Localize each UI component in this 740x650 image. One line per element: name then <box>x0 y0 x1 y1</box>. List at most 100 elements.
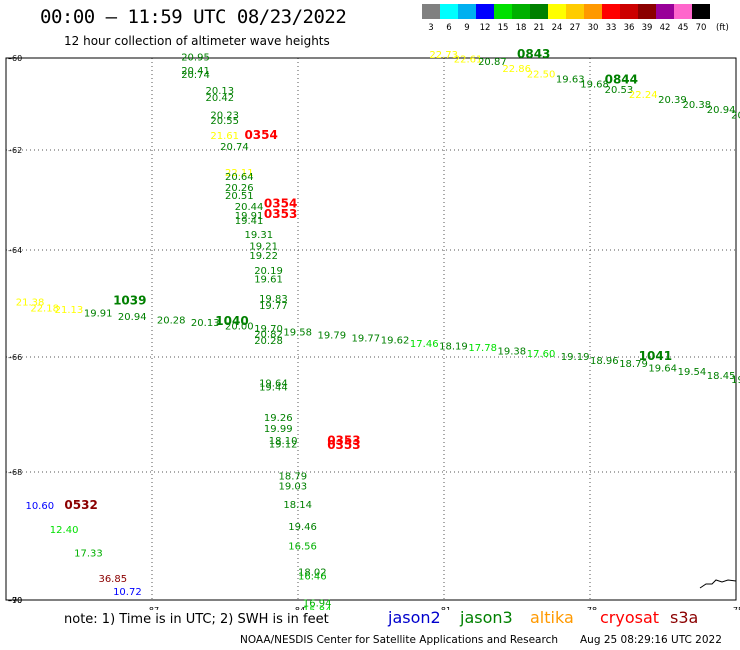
scale-swatch: 9 <box>458 4 476 33</box>
scale-swatch-label: 18 <box>515 23 527 33</box>
wave-height-label: 22.11 <box>225 168 254 179</box>
wave-height-label: 19.61 <box>254 275 283 286</box>
chart-subtitle: 12 hour collection of altimeter wave hei… <box>64 34 330 48</box>
wave-height-label: 20.51 <box>225 191 254 202</box>
scale-swatch-label: 45 <box>677 23 689 33</box>
wave-height-label: 20.13 <box>206 86 235 97</box>
pass-time-label: 0354 <box>264 197 297 211</box>
chart-title: 00:00 – 11:59 UTC 08/23/2022 <box>40 6 347 28</box>
wave-height-label: 19.54 <box>678 367 707 378</box>
wave-height-label: 18.19 <box>439 342 468 353</box>
wave-height-label: 19.19 <box>561 352 590 363</box>
wave-height-label: 18.79 <box>279 472 308 483</box>
wave-height-label: 20.00 <box>225 322 254 333</box>
wave-height-label: 19.44 <box>259 382 288 393</box>
wave-height-label: 22.61 <box>454 55 483 66</box>
y-tick-label: –64 <box>8 246 22 255</box>
wave-height-label: 20.42 <box>206 93 235 104</box>
footnote: note: 1) Time is in UTC; 2) SWH is in fe… <box>64 612 329 627</box>
wave-height-label: 19.77 <box>352 333 381 344</box>
pass-time-label: 0844 <box>605 72 638 86</box>
scale-swatch-label: 39 <box>641 23 653 33</box>
pass-time-label: 0353 <box>327 433 360 447</box>
wave-height-label: 19.99 <box>264 424 293 435</box>
scale-swatch-label: 3 <box>428 23 434 33</box>
scale-swatch-label: 42 <box>659 23 671 33</box>
scale-swatch-label: 70 <box>695 23 707 33</box>
wave-height-label: 20.28 <box>157 315 186 326</box>
generation-timestamp: Aug 25 08:29:16 UTC 2022 <box>580 634 722 646</box>
scale-swatch: 24 <box>548 4 566 33</box>
pass-time-label: 0843 <box>517 47 550 61</box>
color-scale-legend: 3 6 9 12 15 18 21 24 27 30 33 36 39 42 45 70 <box>422 4 710 33</box>
satellite-name: s3a <box>670 608 699 627</box>
scale-swatch-color <box>584 4 602 19</box>
satellite-label-cryosat: cryosat <box>600 608 659 627</box>
scale-swatch: 6 <box>440 4 458 33</box>
scale-swatch-label: 6 <box>446 23 452 33</box>
scale-swatch-label: 36 <box>623 23 635 33</box>
satellite-label-altika: altika <box>530 608 574 627</box>
scale-swatch-label: 24 <box>551 23 563 33</box>
pass-time-label: 0353 <box>327 438 360 452</box>
wave-height-label: 20.64 <box>225 172 254 183</box>
wave-height-label: 19.31 <box>244 230 273 241</box>
satellite-name: jason3 <box>460 608 513 627</box>
wave-height-label: 19.91 <box>84 308 113 319</box>
wave-height-label: 10.72 <box>113 587 142 598</box>
wave-height-label: 19.79 <box>317 330 346 341</box>
wave-height-label: 12.40 <box>50 525 79 536</box>
wave-height-label: 21.13 <box>55 305 84 316</box>
wave-height-label: 20.95 <box>181 52 210 63</box>
scale-swatch-label: 12 <box>479 23 491 33</box>
wave-height-label: 17.60 <box>527 349 556 360</box>
y-tick-label: –60 <box>8 54 22 63</box>
wave-height-label: 20.55 <box>210 116 239 127</box>
color-scale-unit: (ft) <box>716 23 729 33</box>
wave-height-label: 19.21 <box>249 242 278 253</box>
wave-height-label: 19.71 <box>731 375 740 386</box>
wave-height-label: 18.14 <box>283 500 312 511</box>
scale-swatch: 21 <box>530 4 548 33</box>
satellite-label-jason3: jason3 <box>460 608 513 627</box>
scale-swatch-label: 33 <box>605 23 617 33</box>
wave-height-label: 17.46 <box>410 339 439 350</box>
wave-height-label: 20.41 <box>181 66 210 77</box>
scale-swatch-color <box>602 4 620 19</box>
wave-height-label: 19.03 <box>279 481 308 492</box>
x-tick-label: –84 <box>291 606 305 610</box>
scale-swatch-label: 15 <box>497 23 509 33</box>
y-tick-label: –66 <box>8 353 22 362</box>
scale-swatch-label: 30 <box>587 23 599 33</box>
scale-swatch-color <box>494 4 512 19</box>
wave-height-label: 19.22 <box>249 251 278 262</box>
wave-height-label: 20.94 <box>707 105 736 116</box>
scale-swatch: 42 <box>656 4 674 33</box>
wave-height-label: 19.63 <box>556 74 585 85</box>
scale-swatch-color <box>620 4 638 19</box>
wave-height-label: 16.46 <box>298 572 327 583</box>
wave-height-label: 19.12 <box>269 439 298 450</box>
scale-swatch: 18 <box>512 4 530 33</box>
wave-height-label: 19.91 <box>235 211 264 222</box>
wave-height-label: 22.86 <box>502 64 531 75</box>
pass-time-label: 0353 <box>264 207 297 221</box>
scale-swatch: 45 <box>674 4 692 33</box>
pass-time-label: 1041 <box>639 349 672 363</box>
wave-height-label: 20.39 <box>658 95 687 106</box>
satellite-name: jason2 <box>388 608 441 627</box>
wave-height-label: 19.83 <box>259 294 288 305</box>
wave-height-label: 20.87 <box>478 57 507 68</box>
scale-swatch-color <box>674 4 692 19</box>
plot-frame <box>5 57 737 601</box>
credit-line: NOAA/NESDIS Center for Satellite Applica… <box>240 634 558 646</box>
wave-height-label: 17.33 <box>74 548 103 559</box>
x-tick-label: –75 <box>729 606 740 610</box>
wave-height-label: 19.62 <box>381 336 410 347</box>
wave-height-label: 19.64 <box>259 378 288 389</box>
scale-swatch-color <box>530 4 548 19</box>
wave-height-label: 18.96 <box>590 356 619 367</box>
scale-swatch-color <box>638 4 656 19</box>
satellite-name: cryosat <box>600 608 660 627</box>
wave-height-label: 19.58 <box>283 328 312 339</box>
